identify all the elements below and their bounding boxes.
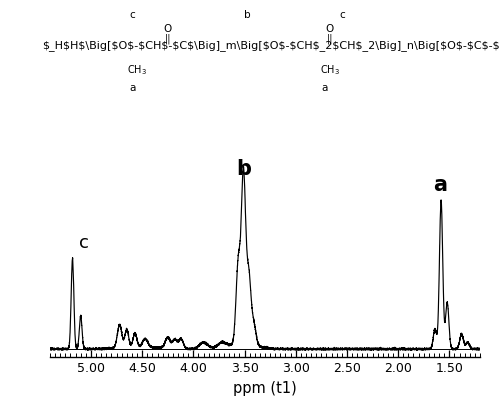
Text: a: a (322, 83, 328, 93)
X-axis label: ppm (t1): ppm (t1) (233, 381, 297, 396)
Text: ||: || (327, 34, 333, 44)
Text: O: O (164, 24, 172, 34)
Text: c: c (79, 233, 88, 252)
Text: c: c (340, 10, 345, 20)
Text: c: c (130, 10, 136, 20)
Text: $_H$H$\Big[$O$-$CH$-$C$\Big]_m\Big[$O$-$CH$_2$CH$_2\Big]_n\Big[$O$-$C$-$CH$\Big]: $_H$H$\Big[$O$-$CH$-$C$\Big]_m\Big[$O$-$… (42, 40, 500, 51)
Text: b: b (244, 10, 251, 20)
Text: a: a (130, 83, 136, 93)
Text: a: a (433, 175, 447, 195)
Text: b: b (236, 159, 251, 179)
Text: CH$_3$: CH$_3$ (320, 64, 340, 77)
Text: ||: || (164, 34, 171, 44)
Text: CH$_3$: CH$_3$ (128, 64, 148, 77)
Text: O: O (326, 24, 334, 34)
